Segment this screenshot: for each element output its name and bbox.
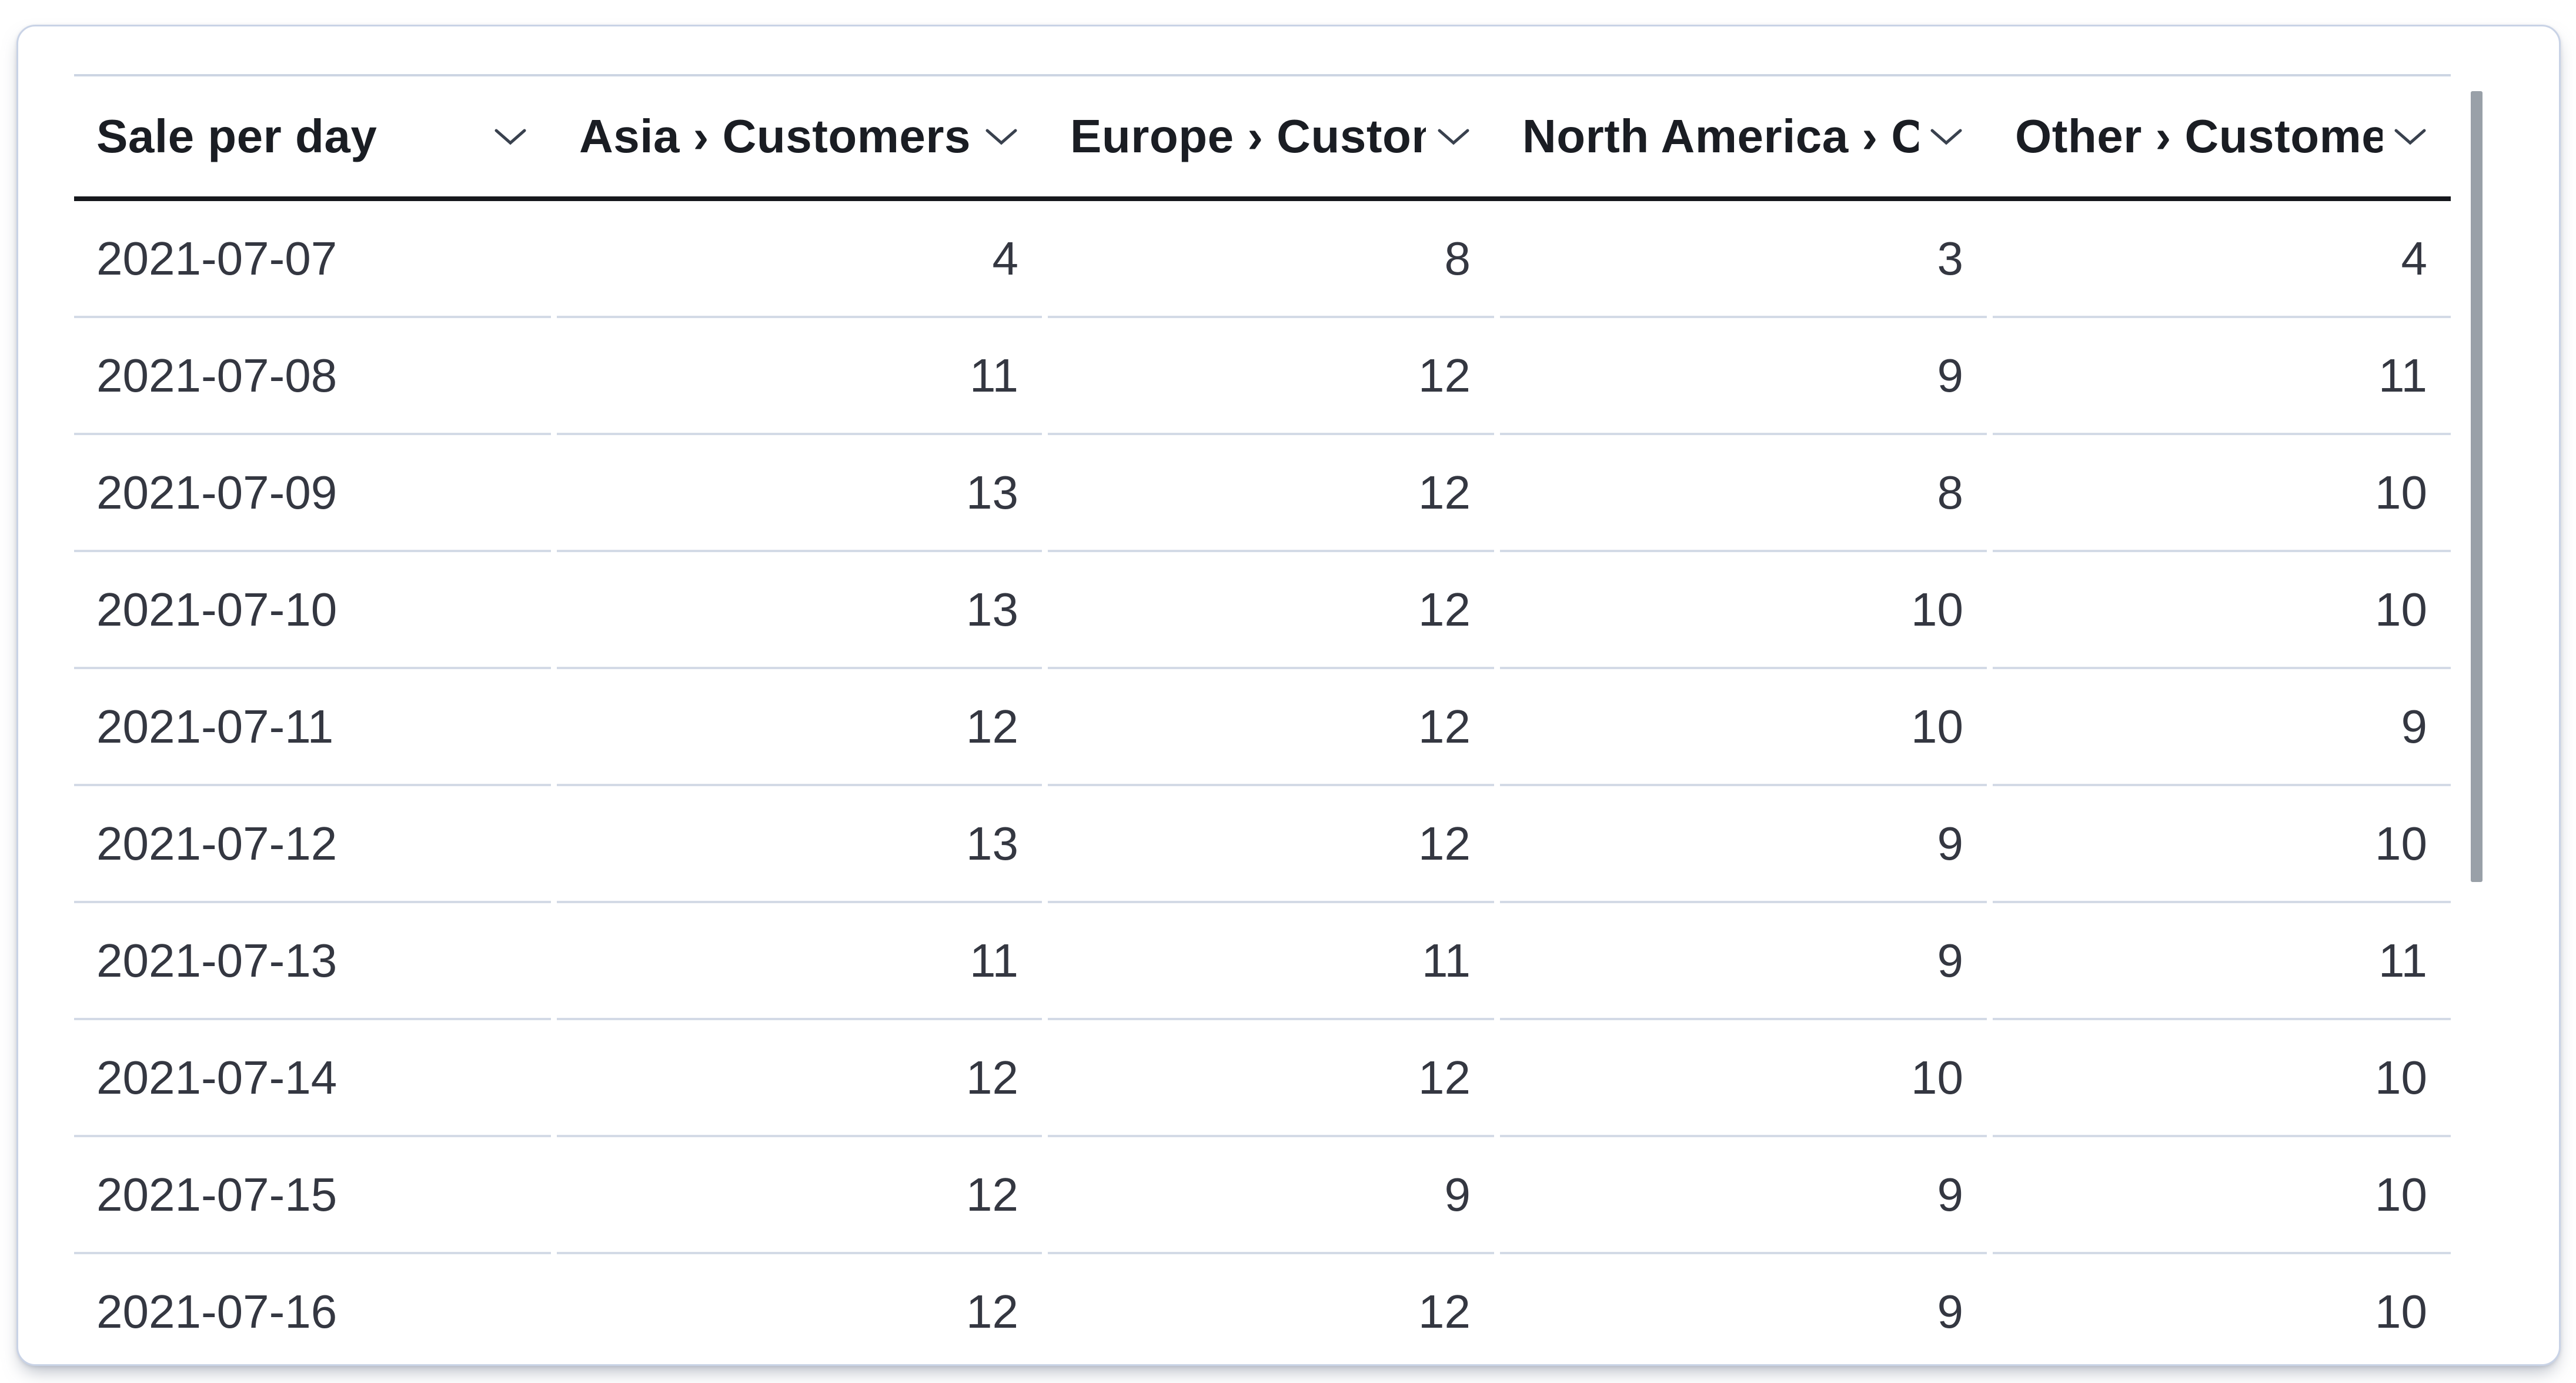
date-cell: 2021-07-09 [74, 435, 551, 552]
date-cell: 2021-07-13 [74, 903, 551, 1020]
value-cell-asia: 11 [557, 903, 1042, 1020]
value-cell-europe: 12 [1048, 786, 1494, 903]
table-row: 2021-07-15 12 9 9 10 [74, 1137, 2451, 1254]
value-cell-na: 10 [1500, 552, 1987, 669]
table-header-row: Sale per day Asia › Customers Europe › Cus… [74, 76, 2451, 201]
value-cell-na: 10 [1500, 1020, 1987, 1137]
column-header-label: Asia › Customers [579, 110, 971, 162]
value-cell-asia: 13 [557, 435, 1042, 552]
column-header-label: Europe › Customers [1070, 110, 1426, 162]
value-cell-asia: 12 [557, 669, 1042, 786]
column-header-label: North America › Customers [1522, 110, 1919, 162]
date-cell: 2021-07-16 [74, 1254, 551, 1364]
column-header-label: Other › Customers [2015, 110, 2383, 162]
date-cell: 2021-07-11 [74, 669, 551, 786]
date-cell: 2021-07-10 [74, 552, 551, 669]
table-row: 2021-07-10 13 12 10 10 [74, 552, 2451, 669]
column-header-na[interactable]: North America › Customers [1500, 76, 1987, 196]
datatable-panel: Sale per day Asia › Customers Europe › Cus… [16, 25, 2561, 1366]
value-cell-europe: 12 [1048, 318, 1494, 435]
value-cell-other: 11 [1993, 903, 2451, 1020]
value-cell-other: 10 [1993, 435, 2451, 552]
value-cell-europe: 12 [1048, 1254, 1494, 1364]
chevron-down-icon[interactable] [984, 126, 1018, 146]
value-cell-europe: 9 [1048, 1137, 1494, 1254]
value-cell-other: 10 [1993, 786, 2451, 903]
chevron-down-icon[interactable] [1436, 126, 1471, 146]
table-row: 2021-07-09 13 12 8 10 [74, 435, 2451, 552]
column-header-asia[interactable]: Asia › Customers [557, 76, 1042, 196]
value-cell-na: 8 [1500, 435, 1987, 552]
value-cell-na: 10 [1500, 669, 1987, 786]
value-cell-europe: 11 [1048, 903, 1494, 1020]
value-cell-na: 3 [1500, 201, 1987, 318]
date-cell: 2021-07-12 [74, 786, 551, 903]
table-row: 2021-07-11 12 12 10 9 [74, 669, 2451, 786]
column-header-other[interactable]: Other › Customers [1993, 76, 2451, 196]
value-cell-na: 9 [1500, 1254, 1987, 1364]
chevron-down-icon[interactable] [2393, 126, 2427, 146]
value-cell-na: 9 [1500, 1137, 1987, 1254]
value-cell-europe: 12 [1048, 552, 1494, 669]
table-row: 2021-07-14 12 12 10 10 [74, 1020, 2451, 1137]
value-cell-other: 9 [1993, 669, 2451, 786]
sales-table: Sale per day Asia › Customers Europe › Cus… [74, 74, 2451, 1364]
value-cell-na: 9 [1500, 318, 1987, 435]
date-cell: 2021-07-14 [74, 1020, 551, 1137]
table-row: 2021-07-13 11 11 9 11 [74, 903, 2451, 1020]
table-row: 2021-07-08 11 12 9 11 [74, 318, 2451, 435]
date-cell: 2021-07-15 [74, 1137, 551, 1254]
value-cell-europe: 12 [1048, 1020, 1494, 1137]
value-cell-europe: 8 [1048, 201, 1494, 318]
value-cell-asia: 4 [557, 201, 1042, 318]
value-cell-asia: 13 [557, 786, 1042, 903]
value-cell-asia: 11 [557, 318, 1042, 435]
table-row: 2021-07-16 12 12 9 10 [74, 1254, 2451, 1364]
value-cell-asia: 12 [557, 1020, 1042, 1137]
value-cell-other: 10 [1993, 552, 2451, 669]
table-body: 2021-07-07 4 8 3 4 2021-07-08 11 12 9 11 2021-07-0… [74, 201, 2451, 1364]
value-cell-europe: 12 [1048, 669, 1494, 786]
column-header-label: Sale per day [96, 110, 377, 162]
value-cell-asia: 12 [557, 1137, 1042, 1254]
value-cell-europe: 12 [1048, 435, 1494, 552]
date-cell: 2021-07-08 [74, 318, 551, 435]
table-row: 2021-07-12 13 12 9 10 [74, 786, 2451, 903]
table-row: 2021-07-07 4 8 3 4 [74, 201, 2451, 318]
value-cell-asia: 13 [557, 552, 1042, 669]
vertical-scrollbar-thumb[interactable] [2471, 91, 2483, 882]
chevron-down-icon[interactable] [1929, 126, 1963, 146]
value-cell-other: 10 [1993, 1020, 2451, 1137]
value-cell-na: 9 [1500, 903, 1987, 1020]
value-cell-other: 10 [1993, 1254, 2451, 1364]
value-cell-other: 11 [1993, 318, 2451, 435]
date-cell: 2021-07-07 [74, 201, 551, 318]
value-cell-other: 10 [1993, 1137, 2451, 1254]
column-header-europe[interactable]: Europe › Customers [1048, 76, 1494, 196]
chevron-down-icon[interactable] [493, 126, 527, 146]
value-cell-other: 4 [1993, 201, 2451, 318]
value-cell-na: 9 [1500, 786, 1987, 903]
column-header-date[interactable]: Sale per day [74, 76, 551, 196]
value-cell-asia: 12 [557, 1254, 1042, 1364]
